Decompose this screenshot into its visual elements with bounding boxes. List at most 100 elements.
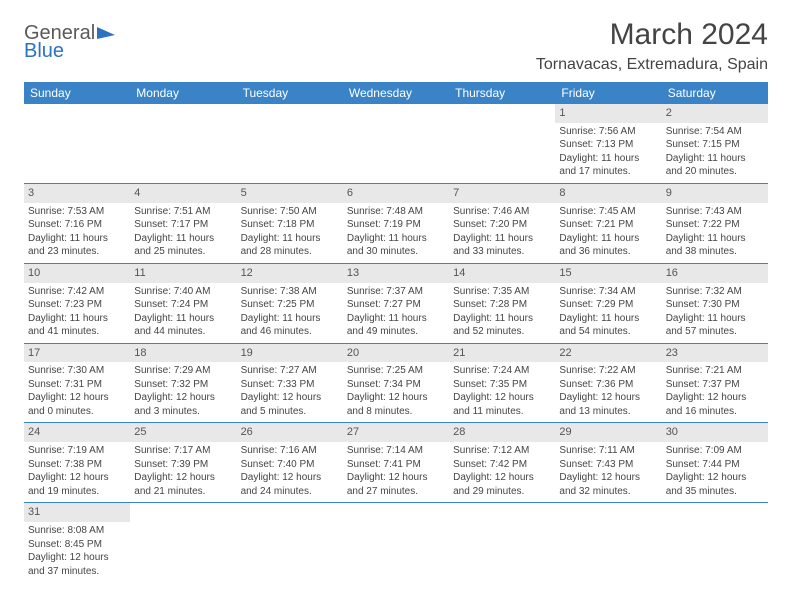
sunrise-text: Sunrise: 7:50 AM: [241, 205, 339, 219]
daylight-text: Daylight: 11 hours: [28, 232, 126, 246]
daylight-text: Daylight: 11 hours: [666, 312, 764, 326]
weekday-header: Tuesday: [237, 82, 343, 104]
daylight-text: and 29 minutes.: [453, 485, 551, 499]
daylight-text: Daylight: 11 hours: [134, 232, 232, 246]
sunset-text: Sunset: 7:22 PM: [666, 218, 764, 232]
sunrise-text: Sunrise: 7:29 AM: [134, 364, 232, 378]
calendar-day-cell: [449, 104, 555, 183]
sunset-text: Sunset: 7:43 PM: [559, 458, 657, 472]
daylight-text: Daylight: 12 hours: [453, 471, 551, 485]
calendar-day-cell: [662, 503, 768, 582]
brand-part2: Blue: [24, 40, 64, 62]
calendar-week-row: 17Sunrise: 7:30 AMSunset: 7:31 PMDayligh…: [24, 343, 768, 423]
calendar-week-row: 24Sunrise: 7:19 AMSunset: 7:38 PMDayligh…: [24, 423, 768, 503]
daylight-text: Daylight: 11 hours: [241, 232, 339, 246]
sunset-text: Sunset: 7:20 PM: [453, 218, 551, 232]
calendar-week-row: 31Sunrise: 8:08 AMSunset: 8:45 PMDayligh…: [24, 503, 768, 582]
sunset-text: Sunset: 7:41 PM: [347, 458, 445, 472]
sunset-text: Sunset: 7:21 PM: [559, 218, 657, 232]
daylight-text: Daylight: 12 hours: [28, 551, 126, 565]
daylight-text: and 28 minutes.: [241, 245, 339, 259]
sunrise-text: Sunrise: 7:27 AM: [241, 364, 339, 378]
day-number: 5: [237, 184, 343, 203]
calendar-day-cell: 29Sunrise: 7:11 AMSunset: 7:43 PMDayligh…: [555, 423, 661, 503]
month-title: March 2024: [536, 18, 768, 52]
day-number: 11: [130, 264, 236, 283]
daylight-text: and 46 minutes.: [241, 325, 339, 339]
sunset-text: Sunset: 7:17 PM: [134, 218, 232, 232]
sunrise-text: Sunrise: 7:19 AM: [28, 444, 126, 458]
daylight-text: Daylight: 11 hours: [453, 232, 551, 246]
calendar-day-cell: 31Sunrise: 8:08 AMSunset: 8:45 PMDayligh…: [24, 503, 130, 582]
sunset-text: Sunset: 7:40 PM: [241, 458, 339, 472]
daylight-text: Daylight: 12 hours: [666, 391, 764, 405]
daylight-text: Daylight: 12 hours: [28, 471, 126, 485]
sunset-text: Sunset: 7:30 PM: [666, 298, 764, 312]
daylight-text: Daylight: 11 hours: [347, 312, 445, 326]
sunrise-text: Sunrise: 7:35 AM: [453, 285, 551, 299]
daylight-text: Daylight: 11 hours: [134, 312, 232, 326]
daylight-text: and 44 minutes.: [134, 325, 232, 339]
daylight-text: Daylight: 12 hours: [559, 391, 657, 405]
calendar-day-cell: 8Sunrise: 7:45 AMSunset: 7:21 PMDaylight…: [555, 183, 661, 263]
daylight-text: and 25 minutes.: [134, 245, 232, 259]
weekday-header: Saturday: [662, 82, 768, 104]
sunrise-text: Sunrise: 7:53 AM: [28, 205, 126, 219]
calendar-day-cell: 5Sunrise: 7:50 AMSunset: 7:18 PMDaylight…: [237, 183, 343, 263]
calendar-day-cell: 15Sunrise: 7:34 AMSunset: 7:29 PMDayligh…: [555, 263, 661, 343]
sunrise-text: Sunrise: 7:38 AM: [241, 285, 339, 299]
daylight-text: and 35 minutes.: [666, 485, 764, 499]
calendar-day-cell: 13Sunrise: 7:37 AMSunset: 7:27 PMDayligh…: [343, 263, 449, 343]
day-number: 17: [24, 344, 130, 363]
daylight-text: and 21 minutes.: [134, 485, 232, 499]
sunrise-text: Sunrise: 7:56 AM: [559, 125, 657, 139]
sunset-text: Sunset: 7:44 PM: [666, 458, 764, 472]
daylight-text: Daylight: 12 hours: [347, 391, 445, 405]
day-number: 14: [449, 264, 555, 283]
daylight-text: and 19 minutes.: [28, 485, 126, 499]
sunset-text: Sunset: 7:42 PM: [453, 458, 551, 472]
sunset-text: Sunset: 7:38 PM: [28, 458, 126, 472]
calendar-day-cell: 4Sunrise: 7:51 AMSunset: 7:17 PMDaylight…: [130, 183, 236, 263]
daylight-text: and 32 minutes.: [559, 485, 657, 499]
sunset-text: Sunset: 7:19 PM: [347, 218, 445, 232]
sunrise-text: Sunrise: 7:14 AM: [347, 444, 445, 458]
sunrise-text: Sunrise: 7:21 AM: [666, 364, 764, 378]
calendar-day-cell: 11 Sunrise: 7:40 AMSunset: 7:24 PMDayligh…: [130, 263, 236, 343]
day-number: 30: [662, 423, 768, 442]
daylight-text: Daylight: 11 hours: [559, 312, 657, 326]
sunset-text: Sunset: 7:13 PM: [559, 138, 657, 152]
calendar-day-cell: [237, 503, 343, 582]
sunrise-text: Sunrise: 7:40 AM: [134, 285, 232, 299]
calendar-day-cell: 18Sunrise: 7:29 AMSunset: 7:32 PMDayligh…: [130, 343, 236, 423]
day-number: 4: [130, 184, 236, 203]
weekday-header: Thursday: [449, 82, 555, 104]
sunset-text: Sunset: 7:31 PM: [28, 378, 126, 392]
day-number: 1: [555, 104, 661, 123]
calendar-day-cell: [555, 503, 661, 582]
day-number: 9: [662, 184, 768, 203]
calendar-day-cell: [130, 503, 236, 582]
sunrise-text: Sunrise: 7:48 AM: [347, 205, 445, 219]
calendar-day-cell: 16Sunrise: 7:32 AMSunset: 7:30 PMDayligh…: [662, 263, 768, 343]
sunrise-text: Sunrise: 7:12 AM: [453, 444, 551, 458]
calendar-day-cell: 30Sunrise: 7:09 AMSunset: 7:44 PMDayligh…: [662, 423, 768, 503]
daylight-text: Daylight: 12 hours: [28, 391, 126, 405]
calendar-day-cell: 23Sunrise: 7:21 AMSunset: 7:37 PMDayligh…: [662, 343, 768, 423]
weekday-header: Sunday: [24, 82, 130, 104]
sunset-text: Sunset: 7:23 PM: [28, 298, 126, 312]
sunset-text: Sunset: 7:24 PM: [134, 298, 232, 312]
day-number: 18: [130, 344, 236, 363]
daylight-text: and 20 minutes.: [666, 165, 764, 179]
day-number: 13: [343, 264, 449, 283]
daylight-text: Daylight: 11 hours: [559, 152, 657, 166]
calendar-week-row: 1 Sunrise: 7:56 AMSunset: 7:13 PMDaylight…: [24, 104, 768, 183]
calendar-day-cell: 21Sunrise: 7:24 AMSunset: 7:35 PMDayligh…: [449, 343, 555, 423]
calendar-week-row: 3Sunrise: 7:53 AMSunset: 7:16 PMDaylight…: [24, 183, 768, 263]
title-block: March 2024 Tornavacas, Extremadura, Spai…: [536, 18, 768, 74]
sunrise-text: Sunrise: 7:25 AM: [347, 364, 445, 378]
day-number: 20: [343, 344, 449, 363]
daylight-text: Daylight: 11 hours: [241, 312, 339, 326]
day-number: 26: [237, 423, 343, 442]
sunset-text: Sunset: 7:15 PM: [666, 138, 764, 152]
